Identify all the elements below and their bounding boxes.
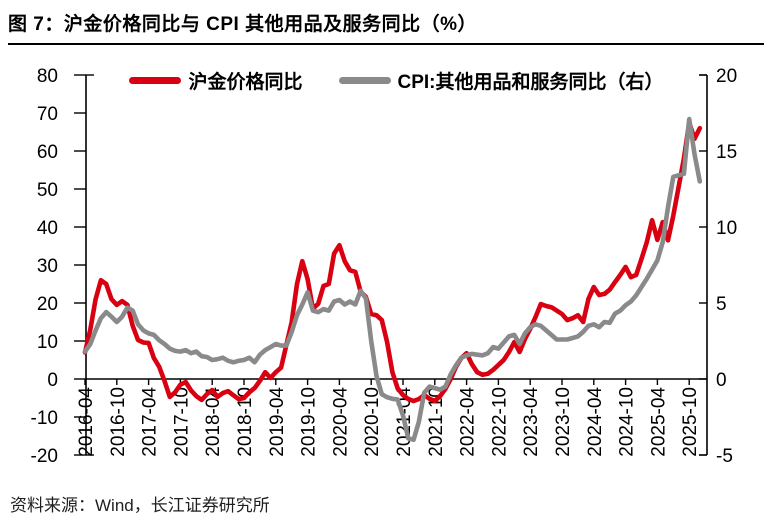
left-tick-label: 0: [47, 370, 58, 391]
x-tick-label: 2024-04: [585, 387, 606, 457]
left-tick-label: 60: [37, 142, 58, 163]
x-tick-label: 2021-10: [426, 387, 447, 457]
x-tick-label: 2025-04: [648, 387, 669, 457]
right-tick-label: 20: [716, 66, 737, 87]
x-tick-label: 2016-10: [108, 387, 129, 457]
gold-line-swatch: [129, 77, 182, 84]
left-tick-label: 50: [37, 180, 58, 201]
legend-label-cpi: CPI:其他用品和服务同比（右）: [397, 72, 664, 93]
right-tick-label: 0: [716, 370, 727, 391]
x-tick-label: 2017-10: [171, 387, 192, 457]
x-tick-label: 2018-10: [235, 387, 256, 457]
right-tick-label: 15: [716, 142, 737, 163]
legend-item-gold: 沪金价格同比: [129, 67, 303, 94]
left-axis-ticks: 80 70 60 50 40 30 20 10 0 -10 -20: [31, 66, 86, 467]
right-tick-label: -5: [716, 446, 733, 467]
left-tick-label: 30: [37, 256, 58, 277]
x-tick-label: 2018-04: [203, 387, 224, 457]
figure-title: 图 7：沪金价格同比与 CPI 其他用品及服务同比（%）: [8, 14, 477, 35]
legend-label-gold: 沪金价格同比: [188, 72, 303, 93]
legend-item-cpi: CPI:其他用品和服务同比（右）: [338, 67, 664, 94]
left-tick-label: 80: [37, 66, 58, 87]
x-tick-label: 2017-04: [140, 387, 161, 457]
right-tick-label: 5: [716, 294, 727, 315]
right-axis-ticks: 20 15 10 5 0 -5: [699, 66, 737, 467]
x-tick-label: 2024-10: [617, 387, 638, 457]
x-axis: 2016-04 2016-10 2017-04 2017-10 2018-04 2018-…: [76, 378, 707, 457]
x-tick-label: 2020-04: [330, 387, 351, 457]
x-tick-label: 2023-10: [553, 387, 574, 457]
left-tick-label: -10: [31, 408, 58, 429]
right-tick-label: 10: [716, 218, 737, 239]
x-tick-label: 2016-04: [76, 387, 97, 457]
cpi-line-swatch: [338, 77, 391, 84]
left-tick-label: 10: [37, 332, 58, 353]
left-tick-label: 70: [37, 104, 58, 125]
x-tick-label: 2020-10: [362, 387, 383, 457]
title-divider: [8, 43, 764, 45]
series-line-cpi: [82, 116, 703, 443]
x-tick-label: 2019-10: [299, 387, 320, 457]
chart-legend: 沪金价格同比 CPI:其他用品和服务同比（右）: [86, 67, 707, 94]
x-tick-label: 2025-10: [680, 387, 701, 457]
left-tick-label: 40: [37, 218, 58, 239]
x-tick-label: 2023-04: [521, 387, 542, 457]
x-tick-label: 2019-04: [267, 387, 288, 457]
series-line-gold: [82, 120, 703, 404]
left-tick-label: -20: [31, 446, 58, 467]
left-tick-label: 20: [37, 294, 58, 315]
source-note: 资料来源：Wind，长江证券研究所: [10, 496, 270, 515]
x-tick-label: 2022-10: [489, 387, 510, 457]
x-tick-label: 2022-04: [458, 387, 479, 457]
